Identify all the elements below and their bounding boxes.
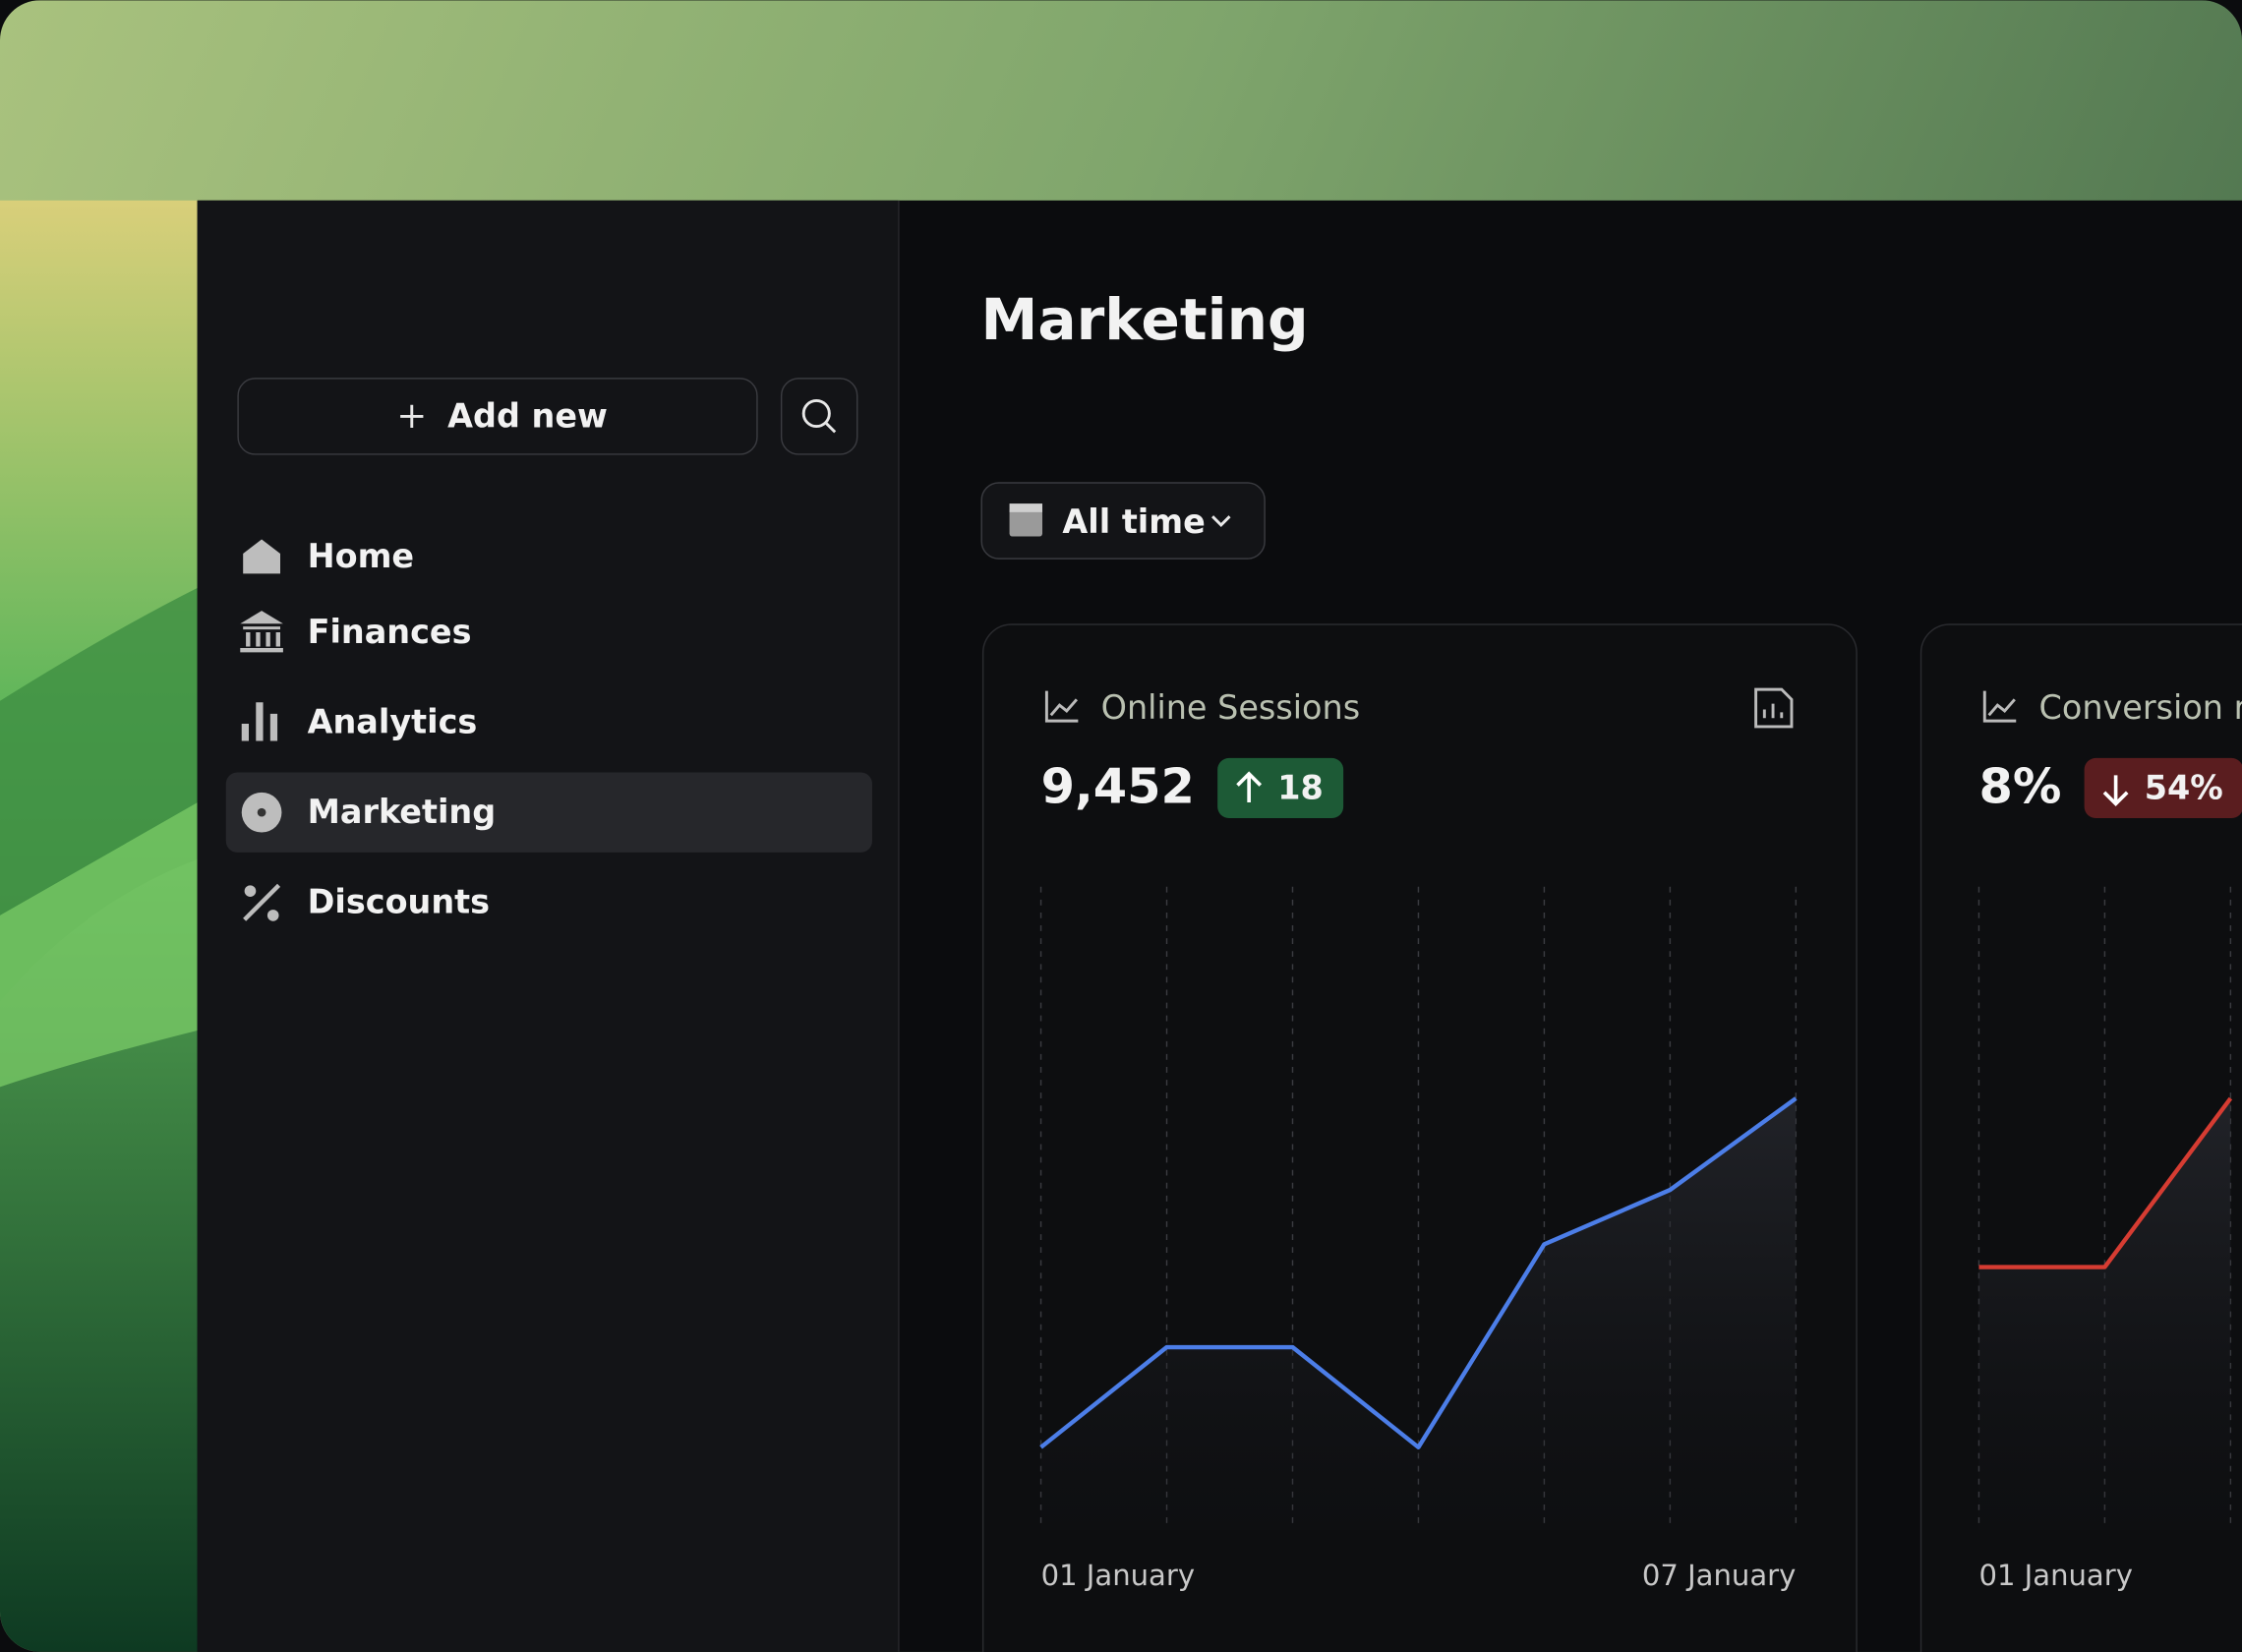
change-badge: 18 xyxy=(1217,757,1344,819)
metric-card: Conversion rate 8% 54% 01 January xyxy=(1919,623,2242,1652)
change-badge: 54% xyxy=(2084,757,2242,818)
card-value: 9,452 xyxy=(1041,757,1195,814)
nav-label: Marketing xyxy=(308,793,497,831)
badge-bg xyxy=(2084,757,2242,818)
nav-icon-dot xyxy=(257,807,266,817)
filter-label: All time xyxy=(1062,502,1205,541)
page-title: Marketing xyxy=(981,286,1309,353)
report-icon[interactable] xyxy=(1754,687,1794,729)
card-title: Online Sessions xyxy=(1101,688,1360,727)
nav-item[interactable]: Marketing xyxy=(225,772,872,853)
nav-icon xyxy=(241,702,278,741)
add-new-label: Add new xyxy=(447,396,608,435)
metric-card: Online Sessions 9,452 18 01 January 07 Janua… xyxy=(981,623,1858,1652)
card-icon xyxy=(1044,690,1079,723)
nav-icon xyxy=(244,885,257,897)
nav-icon xyxy=(266,910,279,921)
nav: Home Finances Analytics Marketing Discounts xyxy=(225,537,872,921)
card-value: 8% xyxy=(1978,757,2061,814)
filter-button[interactable]: All time xyxy=(980,482,1266,560)
nav-icon xyxy=(243,883,281,921)
line xyxy=(1978,1096,2233,1269)
nav-icon xyxy=(240,611,283,653)
nav-item[interactable]: Finances xyxy=(240,611,472,653)
card-title: Conversion rate xyxy=(2039,688,2242,727)
x-axis-label: 07 January xyxy=(1642,1559,1796,1592)
cards: Online Sessions 9,452 18 01 January 07 Janua… xyxy=(981,623,2242,1652)
x-axis-label: 01 January xyxy=(1041,1559,1195,1592)
nav-item[interactable]: Home xyxy=(243,537,414,575)
nav-label: Finances xyxy=(308,613,472,651)
nav-label: Analytics xyxy=(308,703,478,741)
line-area xyxy=(1978,1098,2231,1531)
nav-item[interactable]: Analytics xyxy=(241,702,478,741)
nav-label: Home xyxy=(308,537,414,575)
search-button[interactable] xyxy=(780,378,858,455)
x-axis-label: 01 January xyxy=(1978,1559,2132,1592)
card-icon xyxy=(1982,690,2017,723)
nav-item[interactable]: Discounts xyxy=(243,883,490,921)
change-arrow xyxy=(2102,775,2129,807)
nav-label: Discounts xyxy=(308,883,490,921)
line-area xyxy=(1040,1098,1797,1531)
change-label: 18 xyxy=(1277,768,1324,806)
add-new-button[interactable]: Add new xyxy=(237,378,758,455)
line xyxy=(1039,1096,1798,1449)
change-arrow xyxy=(1236,771,1263,803)
nav-active-bg xyxy=(225,772,872,853)
nav-icon xyxy=(243,539,280,574)
change-label: 54% xyxy=(2145,768,2223,806)
